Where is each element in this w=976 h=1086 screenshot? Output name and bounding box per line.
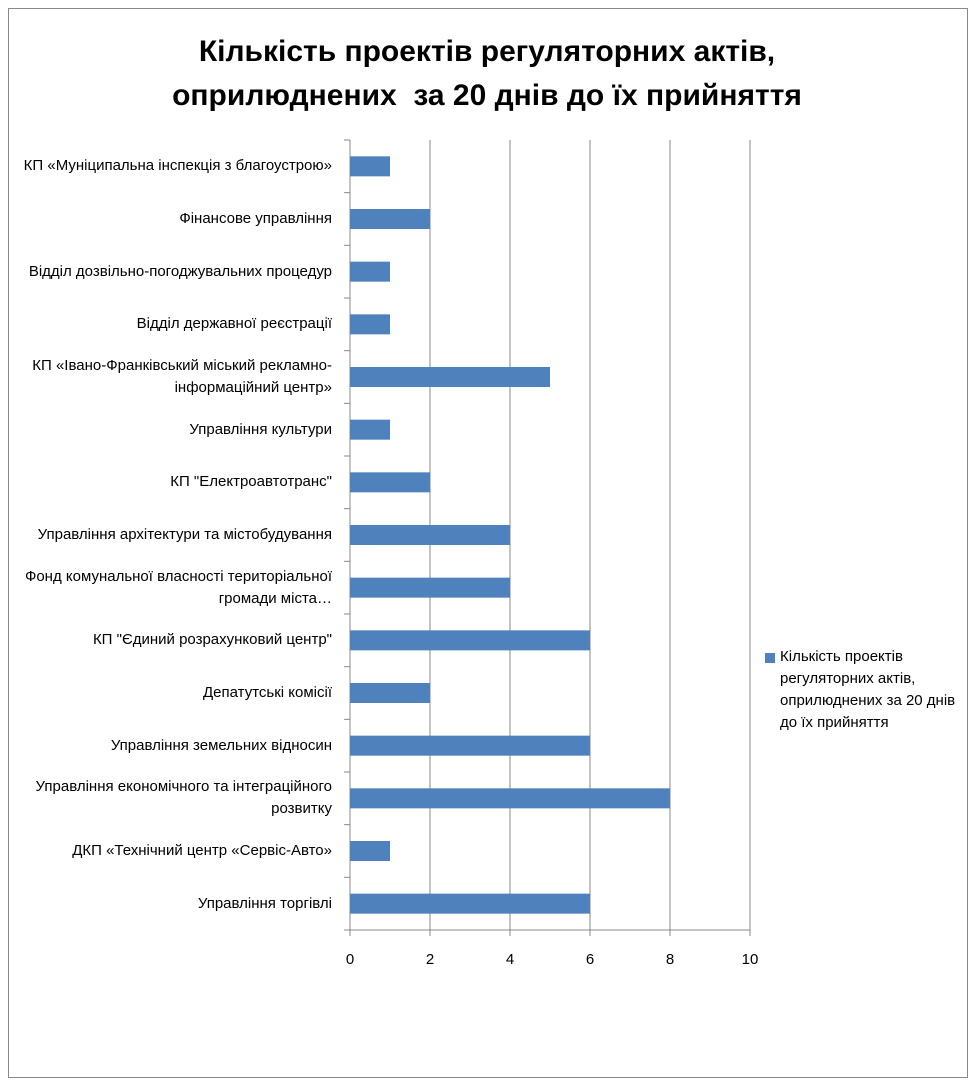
bar: [350, 419, 390, 440]
y-tick-label: Управління земельних відносин: [110, 736, 332, 754]
y-tick-label: ДКП «Технічний центр «Сервіс-Авто»: [72, 842, 332, 859]
x-tick-label: 8: [666, 951, 674, 968]
y-tick-label: Управління торгівлі: [197, 894, 332, 912]
y-tick-label: Управління архітектури та містобудування: [37, 526, 332, 543]
x-tick-label: 0: [346, 951, 354, 968]
y-tick-label: КП «Івано-Франківський міський рекламно-…: [32, 357, 332, 396]
bar: [350, 472, 430, 493]
y-tick-label: КП "Єдиний розрахунковий центр": [92, 631, 332, 649]
legend-label: Кількість проектів регуляторних актів, о…: [780, 648, 956, 731]
y-tick-label: Фонд комунальної власності територіально…: [24, 567, 332, 607]
bar: [350, 156, 390, 177]
bar: [350, 314, 390, 335]
y-tick-label: КП «Муніципальна інспекція з благоустрою…: [23, 157, 332, 175]
x-tick-label: 6: [586, 951, 594, 968]
bar: [350, 209, 430, 229]
bar: [350, 735, 590, 756]
y-tick-label: Депатутські комісії: [203, 684, 332, 701]
bar: [350, 367, 550, 387]
legend-swatch: [765, 653, 775, 663]
y-tick-label: Управління культури: [189, 420, 332, 438]
y-tick-label: Відділ дозвільно-погоджувальних процедур: [28, 262, 332, 280]
bar: [350, 630, 590, 651]
bar: [350, 841, 390, 861]
bar: [350, 683, 430, 703]
x-tick-label: 10: [742, 951, 759, 968]
chart-title: Кількість проектів регуляторних актів, о…: [172, 35, 802, 112]
x-tick-label: 4: [506, 951, 514, 968]
y-tick-label: Відділ державної реєстрації: [136, 315, 332, 333]
x-tick-label: 2: [426, 951, 434, 968]
bar: [350, 788, 670, 809]
bar: [350, 577, 510, 598]
y-tick-label: КП "Електроавтотранс": [170, 473, 332, 491]
bar: [350, 261, 390, 282]
y-tick-label: Управління економічного та інтеграційног…: [35, 778, 332, 818]
y-tick-label: Фінансове управління: [179, 210, 332, 227]
bar: [350, 525, 510, 545]
bar: [350, 893, 590, 914]
